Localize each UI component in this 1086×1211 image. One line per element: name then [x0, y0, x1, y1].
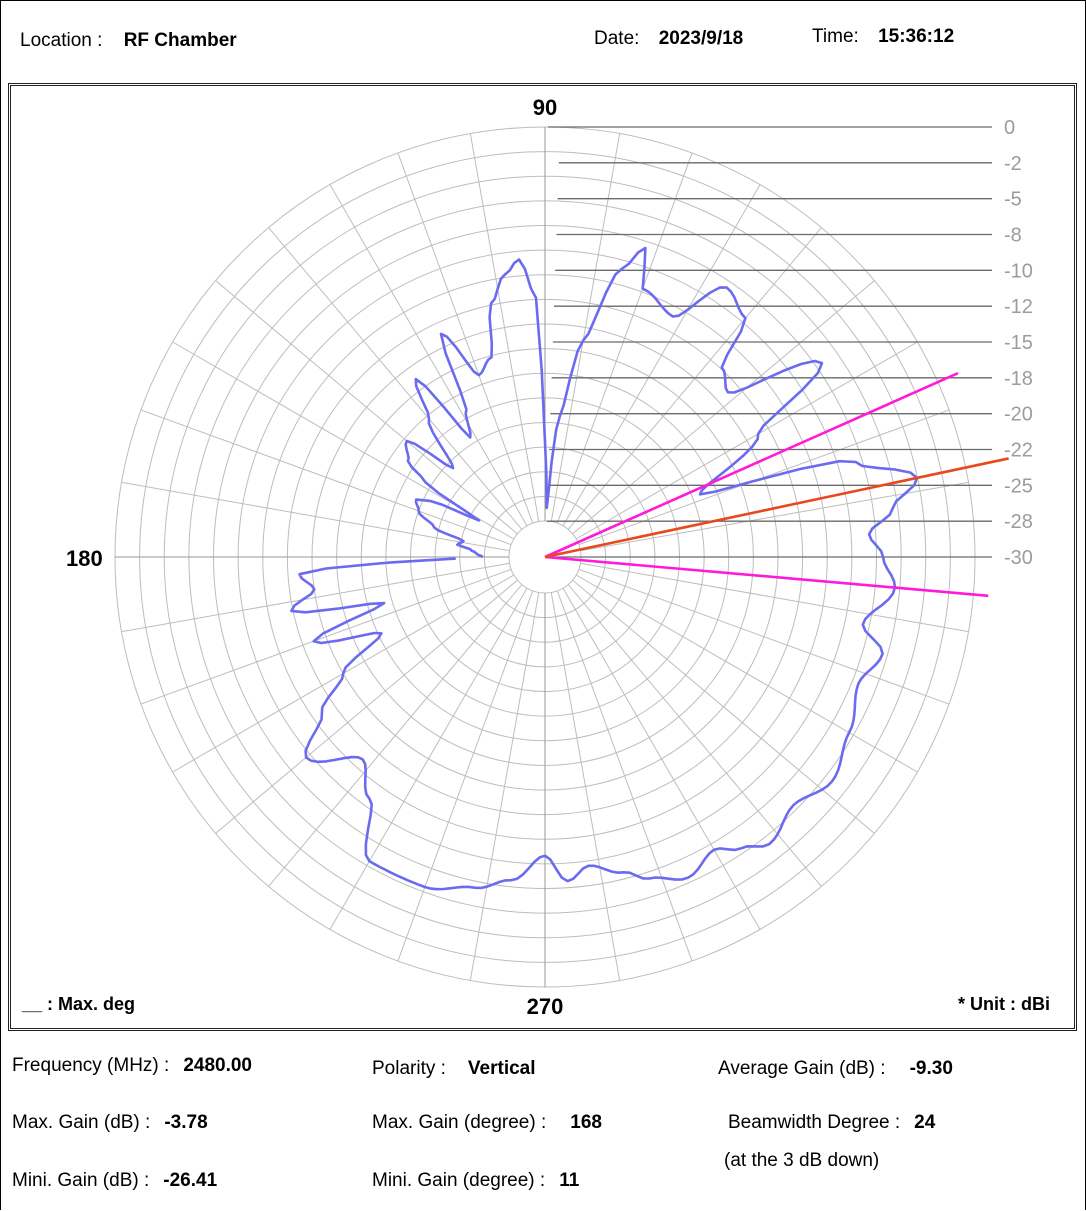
radial-tick-label: -2	[1004, 153, 1022, 175]
location-value: RF Chamber	[123, 30, 237, 51]
radial-tick-label: -5	[1004, 189, 1022, 211]
grid-spoke	[550, 592, 621, 981]
max-gain-degree: Max. Gain (degree) : 168	[372, 1112, 602, 1134]
grid-spoke	[567, 227, 822, 530]
unit-note: * Unit : dBi	[958, 994, 1050, 1014]
grid-spoke	[397, 590, 534, 962]
max-gain: Max. Gain (dB) : -3.78	[12, 1112, 208, 1134]
beamwidth-line-start	[544, 371, 959, 559]
radial-tick-label: -10	[1004, 260, 1033, 282]
grid-spoke	[469, 592, 540, 981]
legend-max-deg: __ : Max. deg	[21, 994, 135, 1014]
min-gain-value: -26.41	[163, 1170, 218, 1191]
grid-spoke	[140, 409, 512, 546]
grid-spoke	[562, 587, 761, 930]
grid-spoke	[556, 152, 693, 524]
grid-spoke	[567, 584, 822, 887]
average-gain-value: -9.30	[909, 1058, 953, 1079]
location-label: Location :	[20, 30, 103, 51]
radial-tick-label: -12	[1004, 296, 1033, 318]
frequency: Frequency (MHz) : 2480.00	[12, 1055, 252, 1077]
angle-label-90: 90	[533, 95, 557, 120]
average-gain-label: Average Gain (dB) :	[718, 1058, 886, 1079]
grid-spoke	[329, 587, 528, 930]
grid-spoke	[329, 184, 528, 527]
max-gain-line	[544, 457, 1009, 559]
location: Location : RF Chamber	[20, 30, 237, 52]
beamwidth-label: Beamwidth Degree :	[728, 1112, 901, 1133]
grid-spoke	[550, 133, 621, 522]
angle-label-270: 270	[527, 994, 564, 1019]
date-value: 2023/9/18	[658, 28, 744, 49]
date: Date: 2023/9/18	[594, 28, 743, 50]
min-gain-degree-value: 11	[559, 1170, 580, 1191]
grid-spoke	[572, 579, 875, 834]
frequency-value: 2480.00	[183, 1055, 252, 1076]
grid-spoke	[580, 562, 969, 633]
max-gain-value: -3.78	[164, 1112, 208, 1133]
time-label: Time:	[812, 26, 859, 47]
grid-spoke	[578, 568, 950, 705]
average-gain: Average Gain (dB) : -9.30	[718, 1058, 953, 1080]
grid-spoke	[572, 280, 875, 535]
radial-tick-label: -8	[1004, 225, 1022, 247]
radial-tick-label: -30	[1004, 547, 1033, 569]
radial-tick-label: -15	[1004, 332, 1033, 354]
grid-spoke	[575, 341, 918, 540]
chart-marks	[290, 246, 1009, 891]
max-gain-label: Max. Gain (dB) :	[12, 1112, 151, 1133]
min-gain: Mini. Gain (dB) : -26.41	[12, 1170, 217, 1192]
radial-tick-label: -28	[1004, 511, 1033, 533]
time-value: 15:36:12	[878, 26, 955, 47]
radial-tick-label: 0	[1004, 117, 1015, 139]
beamwidth-value: 24	[914, 1112, 936, 1133]
grid-spoke	[268, 227, 523, 530]
radial-tick-label: -22	[1004, 440, 1033, 462]
grid-spoke	[575, 574, 918, 773]
beamwidth-line-end	[544, 555, 989, 598]
grid-spoke	[397, 152, 534, 524]
grid-spoke	[215, 579, 518, 834]
polarity: Polarity : Vertical	[372, 1058, 536, 1080]
radial-tick-label: -18	[1004, 368, 1033, 390]
grid-spoke	[469, 133, 540, 522]
angle-label-180: 180	[66, 546, 103, 571]
grid-spoke	[140, 568, 512, 705]
min-gain-label: Mini. Gain (dB) :	[12, 1170, 150, 1191]
grid-spoke	[562, 184, 761, 527]
beamwidth: Beamwidth Degree : 24	[728, 1112, 935, 1134]
min-gain-degree: Mini. Gain (degree) : 11	[372, 1170, 579, 1192]
frequency-label: Frequency (MHz) :	[12, 1055, 170, 1076]
max-gain-degree-label: Max. Gain (degree) :	[372, 1112, 547, 1133]
beamwidth-note: (at the 3 dB down)	[724, 1150, 880, 1171]
polar-chart: 0 -2 -5 -8 -10 -12 -15 -18 -20 -22 -25 -28 -30 90 18…	[21, 95, 1050, 1019]
radial-tick-label: -25	[1004, 475, 1033, 497]
date-label: Date:	[594, 28, 640, 49]
grid-spoke	[121, 481, 510, 552]
radial-tick-label: -20	[1004, 404, 1033, 426]
grid-spoke	[215, 280, 518, 535]
radial-ticks: 0 -2 -5 -8 -10 -12 -15 -18 -20 -22 -25 -28 -30	[545, 117, 1033, 569]
max-gain-degree-value: 168	[570, 1112, 602, 1133]
pattern-curve	[290, 246, 919, 891]
min-gain-degree-label: Mini. Gain (degree) :	[372, 1170, 546, 1191]
grid-spoke	[121, 562, 510, 633]
polarity-label: Polarity :	[372, 1058, 446, 1079]
grid-spoke	[556, 590, 693, 962]
grid-spoke	[268, 584, 523, 887]
time: Time: 15:36:12	[812, 26, 954, 48]
polarity-value: Vertical	[467, 1058, 536, 1079]
